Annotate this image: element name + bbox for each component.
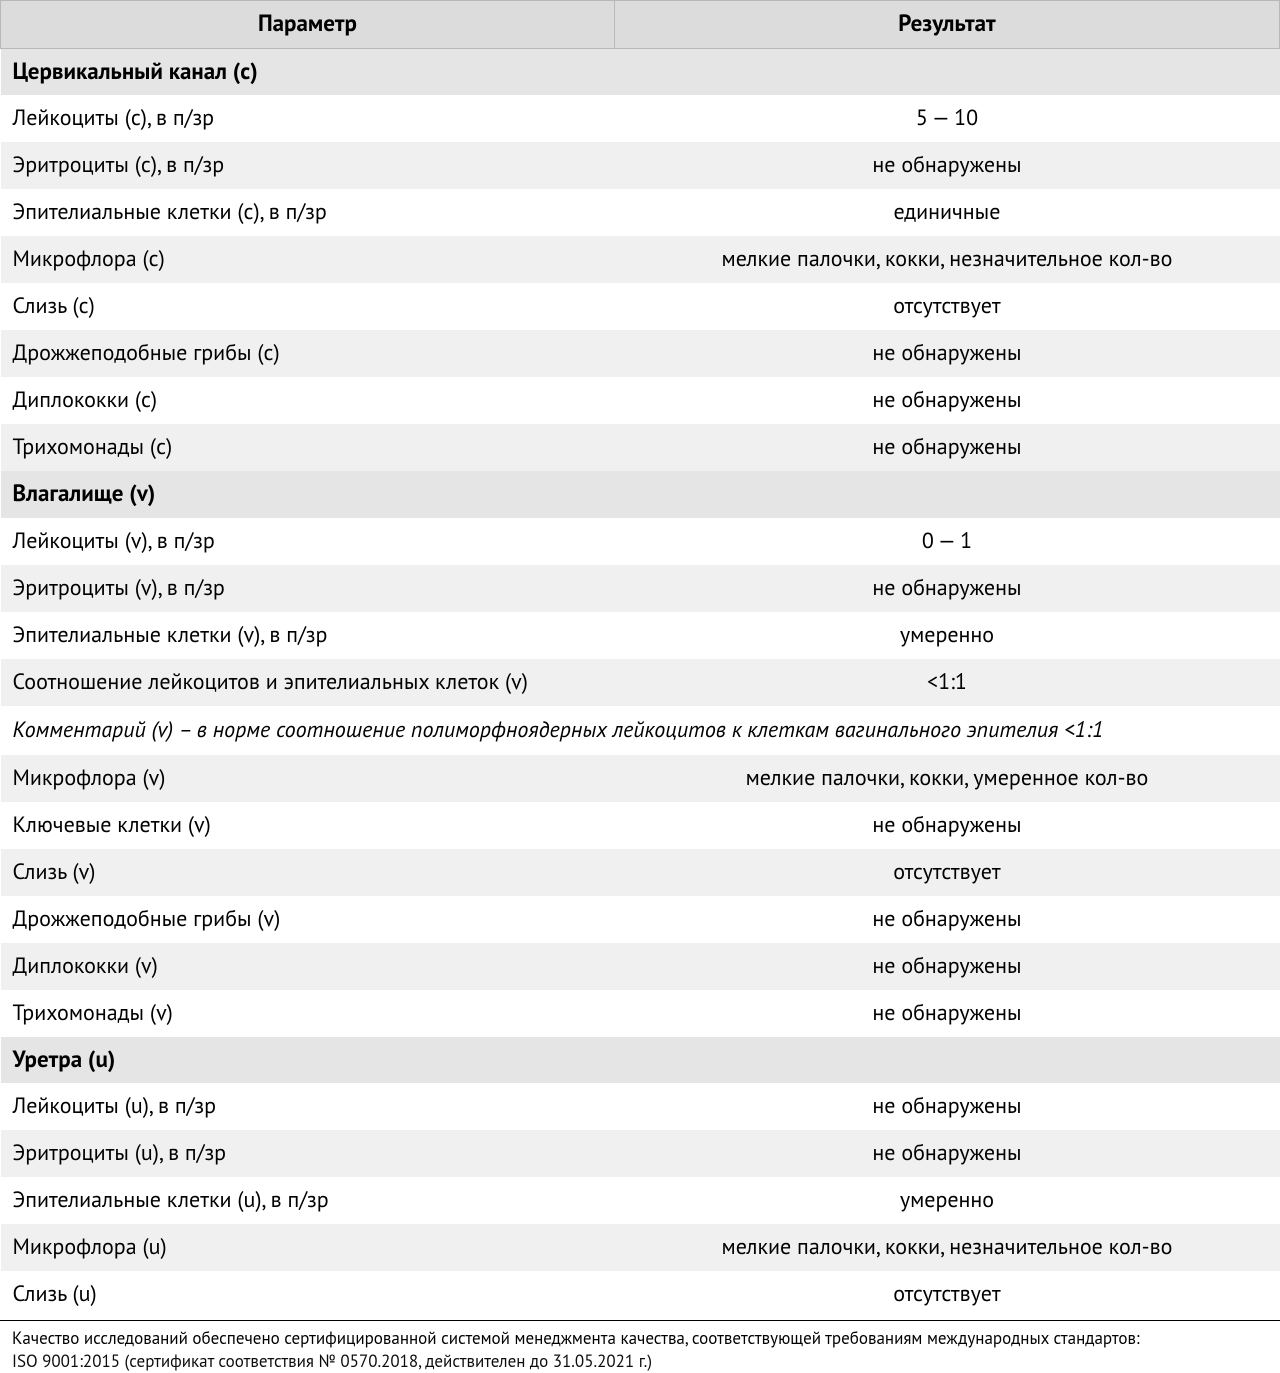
param-cell: Лейкоциты (v), в п/зр (1, 518, 615, 565)
param-cell: Ключевые клетки (v) (1, 802, 615, 849)
table-row: Лейкоциты (c), в п/зр5 — 10 (1, 95, 1280, 142)
table-row: Эритроциты (u), в п/зрне обнаружены (1, 1130, 1280, 1177)
param-cell: Диплококки (v) (1, 943, 615, 990)
result-cell: отсутствует (614, 1271, 1279, 1318)
result-cell: не обнаружены (614, 565, 1279, 612)
result-cell: умеренно (614, 1177, 1279, 1224)
section-header-row: Влагалище (v) (1, 471, 1280, 518)
param-cell: Эритроциты (u), в п/зр (1, 1130, 615, 1177)
param-cell: Микрофлора (v) (1, 755, 615, 802)
param-cell: Дрожжеподобные грибы (c) (1, 330, 615, 377)
result-cell: не обнаружены (614, 330, 1279, 377)
param-cell: Слизь (c) (1, 283, 615, 330)
footer-note: Качество исследований обеспечено сертифи… (0, 1320, 1280, 1373)
result-cell: не обнаружены (614, 1130, 1279, 1177)
result-cell: не обнаружены (614, 896, 1279, 943)
param-cell: Эпителиальные клетки (c), в п/зр (1, 189, 615, 236)
param-cell: Эпителиальные клетки (u), в п/зр (1, 1177, 615, 1224)
result-cell: не обнаружены (614, 943, 1279, 990)
column-header-param: Параметр (1, 1, 615, 49)
table-row: Эритроциты (c), в п/зрне обнаружены (1, 142, 1280, 189)
result-cell: отсутствует (614, 283, 1279, 330)
table-row: Трихомонады (v)не обнаружены (1, 990, 1280, 1037)
comment-row: Комментарий (v) – в норме соотношение по… (1, 706, 1280, 755)
section-title: Влагалище (v) (1, 471, 1280, 518)
section-title: Цервикальный канал (c) (1, 48, 1280, 95)
table-row: Лейкоциты (u), в п/зрне обнаружены (1, 1083, 1280, 1130)
result-cell: мелкие палочки, кокки, незначительное ко… (614, 1224, 1279, 1271)
section-header-row: Цервикальный канал (c) (1, 48, 1280, 95)
table-row: Микрофлора (c)мелкие палочки, кокки, нез… (1, 236, 1280, 283)
result-cell: отсутствует (614, 849, 1279, 896)
param-cell: Эпителиальные клетки (v), в п/зр (1, 612, 615, 659)
result-cell: не обнаружены (614, 377, 1279, 424)
comment-text: Комментарий (v) – в норме соотношение по… (1, 706, 1280, 755)
param-cell: Микрофлора (c) (1, 236, 615, 283)
table-row: Ключевые клетки (v)не обнаружены (1, 802, 1280, 849)
param-cell: Соотношение лейкоцитов и эпителиальных к… (1, 659, 615, 706)
param-cell: Эритроциты (v), в п/зр (1, 565, 615, 612)
result-cell: не обнаружены (614, 1083, 1279, 1130)
param-cell: Микрофлора (u) (1, 1224, 615, 1271)
param-cell: Трихомонады (c) (1, 424, 615, 471)
table-row: Соотношение лейкоцитов и эпителиальных к… (1, 659, 1280, 706)
lab-results-table: ПараметрРезультатЦервикальный канал (c)Л… (0, 0, 1280, 1318)
result-cell: не обнаружены (614, 424, 1279, 471)
result-cell: не обнаружены (614, 990, 1279, 1037)
param-cell: Лейкоциты (u), в п/зр (1, 1083, 615, 1130)
table-row: Эпителиальные клетки (c), в п/зрединичны… (1, 189, 1280, 236)
result-cell: не обнаружены (614, 142, 1279, 189)
table-row: Слизь (c)отсутствует (1, 283, 1280, 330)
table-row: Диплококки (v)не обнаружены (1, 943, 1280, 990)
result-cell: мелкие палочки, кокки, умеренное кол-во (614, 755, 1279, 802)
table-row: Диплококки (c)не обнаружены (1, 377, 1280, 424)
param-cell: Трихомонады (v) (1, 990, 615, 1037)
result-cell: не обнаружены (614, 802, 1279, 849)
param-cell: Лейкоциты (c), в п/зр (1, 95, 615, 142)
param-cell: Слизь (v) (1, 849, 615, 896)
result-cell: мелкие палочки, кокки, незначительное ко… (614, 236, 1279, 283)
table-row: Дрожжеподобные грибы (c)не обнаружены (1, 330, 1280, 377)
footer-line-2: ISO 9001:2015 (сертификат соответствия №… (12, 1350, 1268, 1373)
table-row: Слизь (v)отсутствует (1, 849, 1280, 896)
result-cell: <1:1 (614, 659, 1279, 706)
param-cell: Слизь (u) (1, 1271, 615, 1318)
table-header-row: ПараметрРезультат (1, 1, 1280, 49)
table-row: Трихомонады (c)не обнаружены (1, 424, 1280, 471)
result-cell: 5 — 10 (614, 95, 1279, 142)
footer-line-1: Качество исследований обеспечено сертифи… (12, 1327, 1268, 1350)
table-row: Лейкоциты (v), в п/зр0 — 1 (1, 518, 1280, 565)
param-cell: Диплококки (c) (1, 377, 615, 424)
result-cell: 0 — 1 (614, 518, 1279, 565)
result-cell: умеренно (614, 612, 1279, 659)
table-row: Микрофлора (u)мелкие палочки, кокки, нез… (1, 1224, 1280, 1271)
table-row: Эритроциты (v), в п/зрне обнаружены (1, 565, 1280, 612)
result-cell: единичные (614, 189, 1279, 236)
param-cell: Эритроциты (c), в п/зр (1, 142, 615, 189)
table-row: Слизь (u)отсутствует (1, 1271, 1280, 1318)
table-row: Эпителиальные клетки (u), в п/зрумеренно (1, 1177, 1280, 1224)
column-header-result: Результат (614, 1, 1279, 49)
param-cell: Дрожжеподобные грибы (v) (1, 896, 615, 943)
section-header-row: Уретра (u) (1, 1037, 1280, 1084)
table-row: Эпителиальные клетки (v), в п/зрумеренно (1, 612, 1280, 659)
section-title: Уретра (u) (1, 1037, 1280, 1084)
table-row: Микрофлора (v)мелкие палочки, кокки, уме… (1, 755, 1280, 802)
table-row: Дрожжеподобные грибы (v)не обнаружены (1, 896, 1280, 943)
